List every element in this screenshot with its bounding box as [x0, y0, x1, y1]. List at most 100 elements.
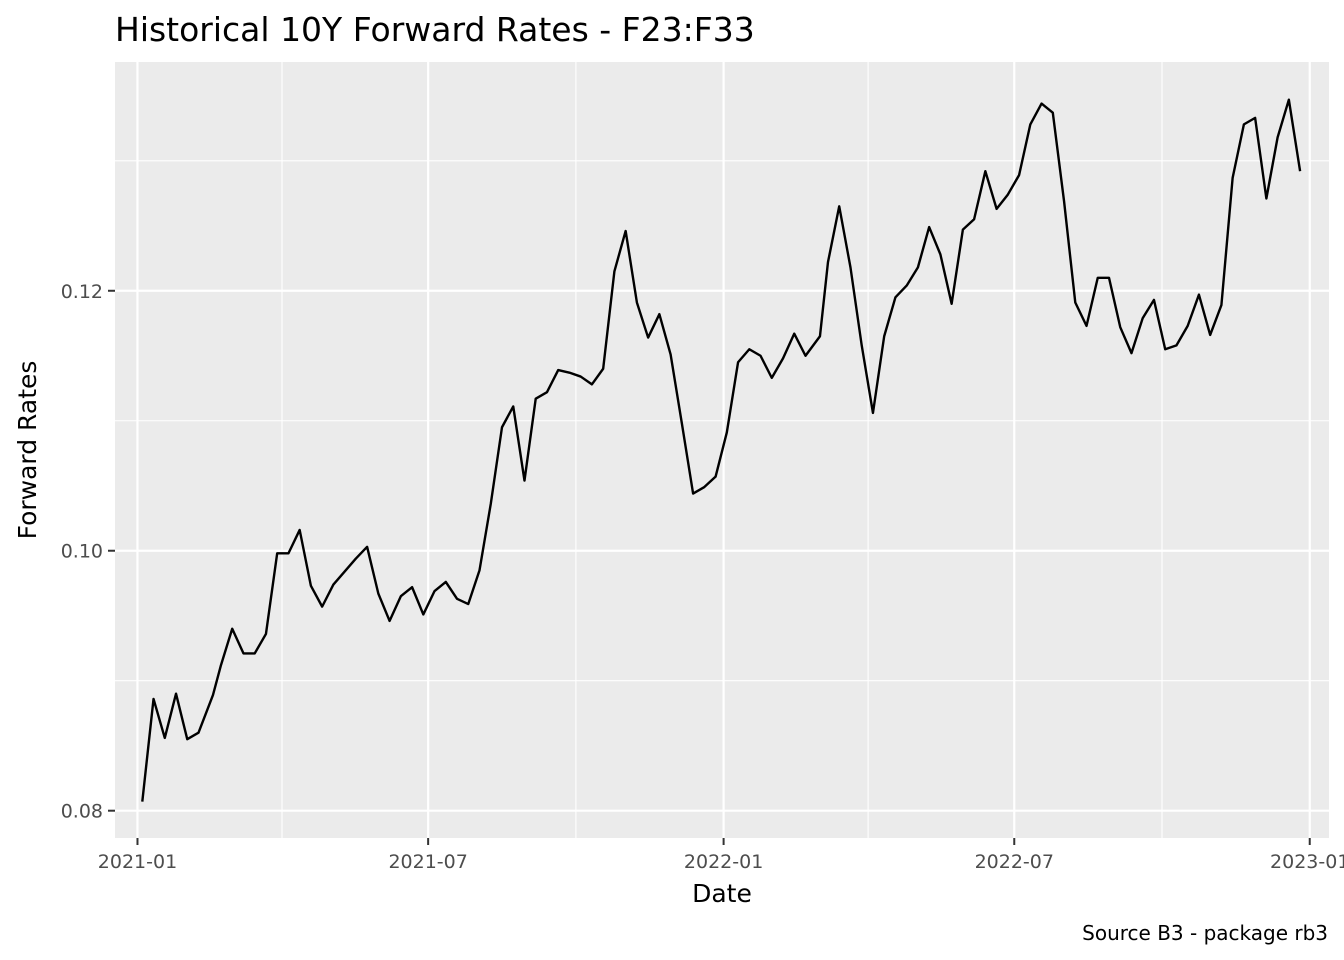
x-tick-label-1: 2021-07	[388, 851, 467, 873]
data-point-10	[254, 652, 256, 654]
data-point-16	[321, 605, 323, 607]
data-point-55	[759, 355, 761, 357]
x-axis: 2021-01 2021-07 2022-01 2022-07 2023-01	[98, 838, 1344, 873]
data-point-102	[1288, 99, 1290, 101]
data-point-57	[782, 357, 784, 359]
data-point-81	[1052, 111, 1054, 113]
data-point-61	[827, 261, 829, 263]
data-point-26	[433, 590, 435, 592]
data-point-58	[793, 332, 795, 334]
data-point-76	[995, 208, 997, 210]
data-point-67	[894, 296, 896, 298]
data-point-52	[726, 431, 728, 433]
data-point-38	[568, 371, 570, 373]
data-point-0	[141, 800, 143, 802]
data-point-45	[647, 336, 649, 338]
data-point-42	[613, 270, 615, 272]
data-point-84	[1085, 325, 1087, 327]
data-point-36	[546, 391, 548, 393]
data-point-18	[343, 570, 345, 572]
data-point-29	[467, 603, 469, 605]
x-tick-label-0: 2021-01	[98, 851, 177, 873]
x-tick-label-4: 2023-01	[1270, 851, 1344, 873]
major-gridlines	[115, 62, 1329, 838]
data-point-1	[152, 698, 154, 700]
data-point-82	[1063, 200, 1065, 202]
data-point-39	[579, 375, 581, 377]
data-point-5	[197, 732, 199, 734]
data-point-11	[265, 633, 267, 635]
data-point-40	[591, 383, 593, 385]
data-point-8	[231, 628, 233, 630]
data-point-7	[220, 664, 222, 666]
data-point-83	[1074, 301, 1076, 303]
data-point-95	[1209, 334, 1211, 336]
data-point-64	[861, 344, 863, 346]
data-point-100	[1265, 197, 1267, 199]
data-point-66	[883, 335, 885, 337]
data-point-92	[1175, 344, 1177, 346]
data-point-65	[872, 412, 874, 414]
data-point-73	[962, 228, 964, 230]
data-point-90	[1153, 299, 1155, 301]
data-point-79	[1029, 123, 1031, 125]
data-point-86	[1108, 277, 1110, 279]
data-point-21	[377, 592, 379, 594]
data-point-37	[557, 369, 559, 371]
data-point-17	[332, 583, 334, 585]
data-point-28	[456, 598, 458, 600]
chart-title: Historical 10Y Forward Rates - F23:F33	[115, 10, 755, 49]
data-point-59	[804, 355, 806, 357]
data-point-85	[1097, 277, 1099, 279]
data-point-9	[242, 652, 244, 654]
data-point-77	[1007, 193, 1009, 195]
x-tick-label-2: 2022-01	[684, 851, 763, 873]
data-point-3	[175, 693, 177, 695]
data-point-89	[1142, 317, 1144, 319]
data-point-4	[186, 738, 188, 740]
x-tick-label-3: 2022-07	[975, 851, 1054, 873]
data-point-49	[692, 492, 694, 494]
data-point-33	[512, 405, 514, 407]
data-point-13	[287, 552, 289, 554]
data-point-31	[490, 503, 492, 505]
data-point-27	[445, 581, 447, 583]
y-tick-label-1: 0.10	[61, 541, 103, 563]
data-point-6	[212, 694, 214, 696]
data-point-46	[658, 313, 660, 315]
data-point-75	[984, 170, 986, 172]
data-point-43	[624, 230, 626, 232]
data-point-56	[771, 377, 773, 379]
data-point-19	[355, 557, 357, 559]
y-axis-title: Forward Rates	[13, 361, 42, 540]
data-point-88	[1130, 352, 1132, 354]
data-point-72	[950, 303, 952, 305]
data-point-97	[1231, 176, 1233, 178]
data-point-54	[748, 348, 750, 350]
data-point-51	[714, 475, 716, 477]
y-tick-label-2: 0.12	[61, 281, 103, 303]
data-point-20	[366, 546, 368, 548]
minor-gridlines	[115, 62, 1329, 838]
data-point-71	[939, 253, 941, 255]
data-point-25	[422, 613, 424, 615]
data-point-53	[737, 361, 739, 363]
data-point-22	[388, 620, 390, 622]
data-point-96	[1220, 304, 1222, 306]
data-point-101	[1276, 136, 1278, 138]
data-point-23	[400, 595, 402, 597]
data-point-78	[1018, 174, 1020, 176]
data-point-74	[973, 218, 975, 220]
data-point-60	[819, 335, 821, 337]
y-tick-label-0: 0.08	[61, 801, 103, 823]
data-point-103	[1299, 170, 1301, 172]
data-point-50	[703, 486, 705, 488]
data-point-98	[1243, 123, 1245, 125]
data-point-99	[1254, 117, 1256, 119]
data-point-32	[501, 426, 503, 428]
data-point-91	[1164, 348, 1166, 350]
data-point-69	[917, 266, 919, 268]
data-point-93	[1186, 325, 1188, 327]
data-point-15	[310, 585, 312, 587]
